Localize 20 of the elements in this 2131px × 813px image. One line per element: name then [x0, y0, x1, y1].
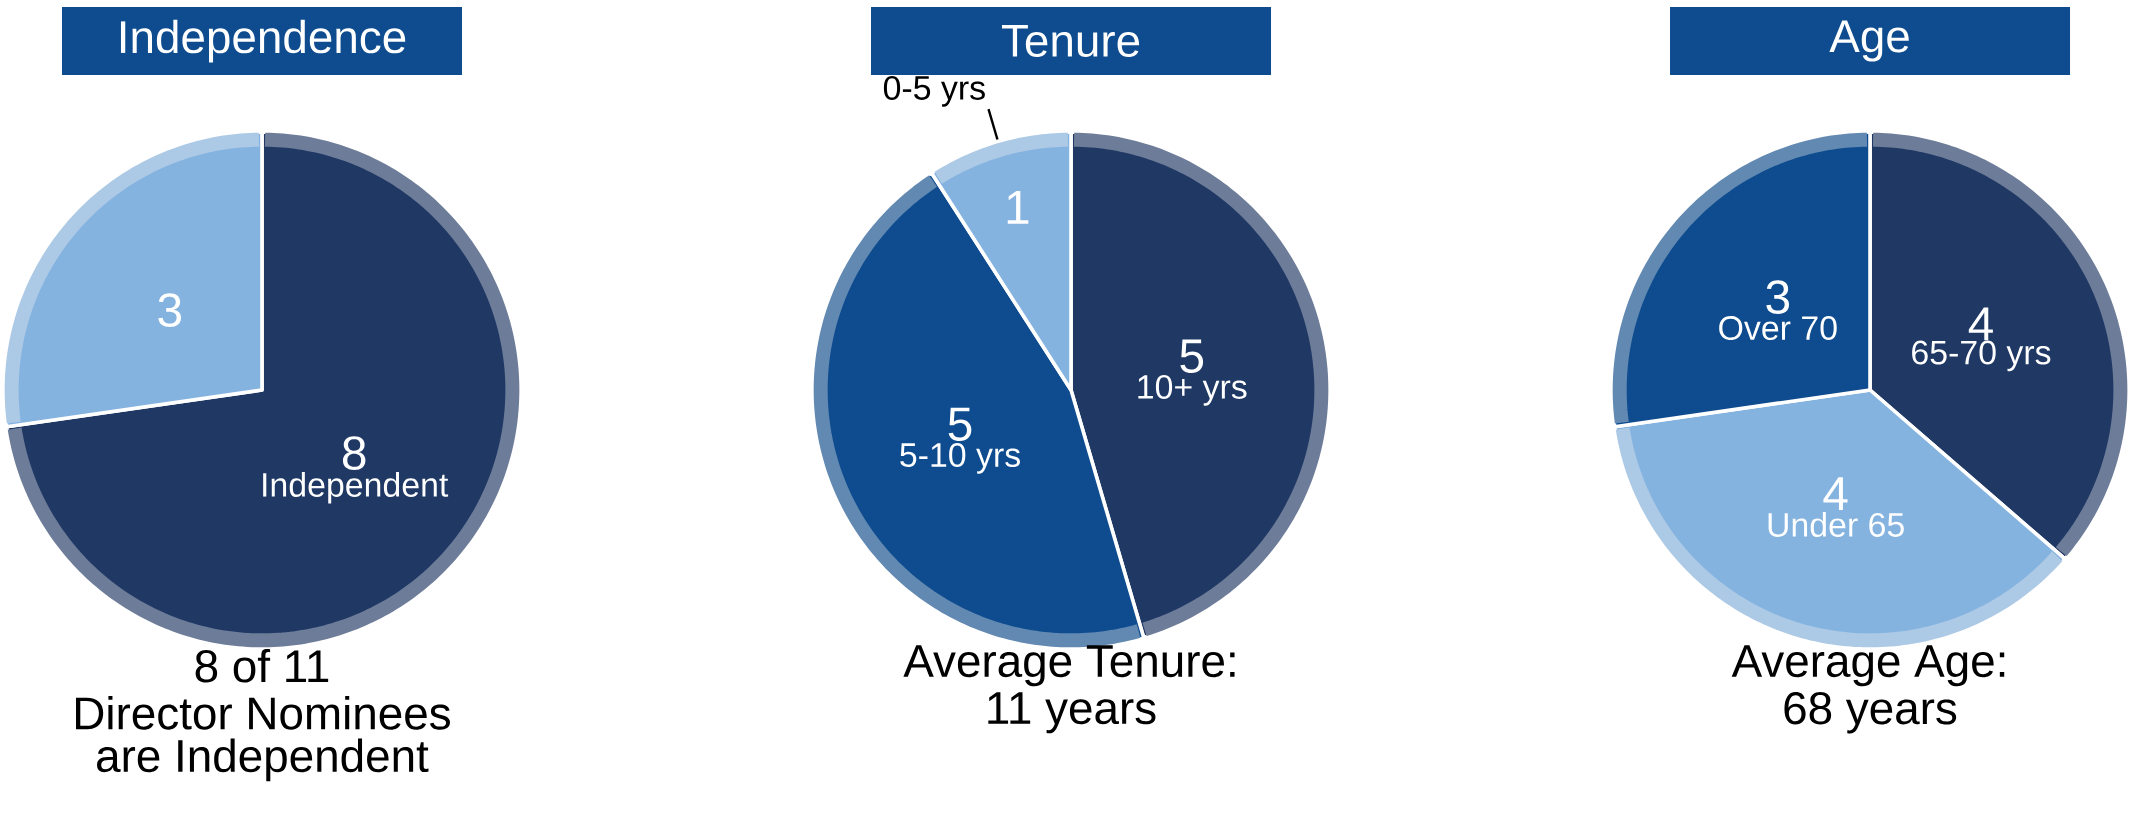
text: 68 years [1784, 692, 1957, 734]
slice-label: Under 65 [1768, 512, 1904, 537]
text: 11 years [988, 692, 1156, 734]
data-label: 5 [1180, 339, 1204, 373]
text: Average Age: [1731, 645, 2005, 687]
chart-title: Independence [120, 19, 406, 63]
slice-label: 0-5 yrs [883, 75, 985, 107]
text: Director Nominees [76, 695, 450, 730]
data-label: 1 [1007, 190, 1029, 224]
data-label: 8 [342, 436, 366, 471]
chart-title: Age [1829, 20, 1909, 62]
chart-title: Tenure [1001, 25, 1140, 58]
data-label: 4 [1823, 477, 1848, 511]
text: Average Tenure: [903, 645, 1235, 687]
slice-label: 10+ yrs [1138, 374, 1247, 406]
slice-label: 5-10 yrs [900, 443, 1020, 474]
slice-label: Independent [263, 472, 449, 504]
text: are Independent [97, 738, 429, 782]
data-label: 5 [948, 407, 972, 442]
text: 8 of 11 [195, 648, 329, 683]
